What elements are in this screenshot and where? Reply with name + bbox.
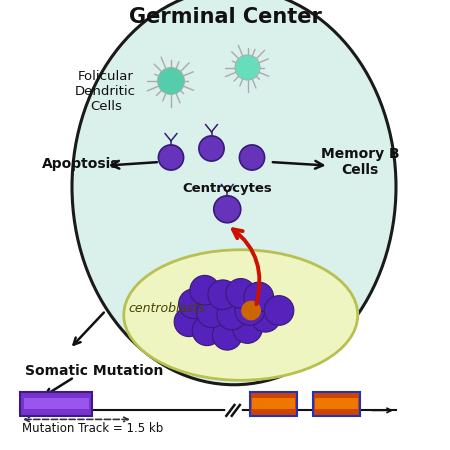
Text: Folicular
Dendritic
Cells: Folicular Dendritic Cells xyxy=(75,70,136,113)
Text: Mutation Track = 1.5 kb: Mutation Track = 1.5 kb xyxy=(22,422,164,435)
Ellipse shape xyxy=(124,250,358,380)
Circle shape xyxy=(179,289,208,319)
Text: centroblasts: centroblasts xyxy=(128,302,205,315)
Circle shape xyxy=(226,279,256,308)
Text: Centrocytes: Centrocytes xyxy=(182,182,272,195)
Circle shape xyxy=(192,316,222,346)
Circle shape xyxy=(235,296,265,325)
FancyBboxPatch shape xyxy=(315,398,358,410)
Circle shape xyxy=(158,68,184,94)
Circle shape xyxy=(174,307,204,337)
Circle shape xyxy=(208,280,238,310)
Circle shape xyxy=(199,136,224,161)
FancyBboxPatch shape xyxy=(20,392,92,416)
Circle shape xyxy=(251,302,280,332)
Text: Apoptosis: Apoptosis xyxy=(42,157,120,171)
Circle shape xyxy=(214,196,241,223)
Ellipse shape xyxy=(72,0,396,385)
Circle shape xyxy=(197,298,226,328)
Text: Somatic Mutation: Somatic Mutation xyxy=(25,364,163,378)
Circle shape xyxy=(217,300,247,330)
Circle shape xyxy=(264,296,294,325)
FancyBboxPatch shape xyxy=(250,392,297,416)
Circle shape xyxy=(190,275,220,305)
Circle shape xyxy=(241,301,261,320)
Text: Memory B
Cells: Memory B Cells xyxy=(321,147,399,177)
Circle shape xyxy=(239,145,265,170)
Circle shape xyxy=(233,314,262,343)
Circle shape xyxy=(212,320,242,350)
FancyBboxPatch shape xyxy=(24,398,89,410)
Circle shape xyxy=(158,145,184,170)
Text: Germinal Center: Germinal Center xyxy=(129,7,321,27)
Circle shape xyxy=(244,282,274,312)
Circle shape xyxy=(235,55,260,80)
FancyBboxPatch shape xyxy=(252,398,295,410)
FancyBboxPatch shape xyxy=(313,392,360,416)
